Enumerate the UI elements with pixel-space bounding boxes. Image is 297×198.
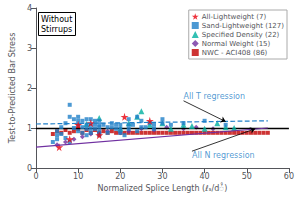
- svg-text:Normalized Splice Length (ℓₛ/d: Normalized Splice Length (ℓₛ/dႆ): [98, 182, 228, 193]
- svg-text:All T regression: All T regression: [184, 92, 246, 101]
- svg-text:20: 20: [115, 172, 125, 181]
- svg-text:Test-to-Predicted Bar Stress: Test-to-Predicted Bar Stress: [8, 33, 17, 145]
- svg-text:All-Lightweight (7): All-Lightweight (7): [202, 13, 267, 21]
- svg-text:NWC - ACI408 (86): NWC - ACI408 (86): [202, 49, 268, 57]
- svg-text:0: 0: [27, 164, 32, 173]
- svg-text:60: 60: [284, 172, 294, 181]
- svg-text:3: 3: [27, 44, 32, 53]
- svg-text:30: 30: [157, 172, 167, 181]
- svg-text:1: 1: [27, 124, 32, 133]
- svg-text:40: 40: [200, 172, 210, 181]
- svg-text:0: 0: [33, 172, 38, 181]
- svg-text:All N regression: All N regression: [192, 151, 255, 160]
- svg-text:4: 4: [27, 4, 32, 13]
- svg-text:Sand-Lightweight (127): Sand-Lightweight (127): [202, 22, 285, 30]
- svg-text:Specified Density (22): Specified Density (22): [202, 31, 280, 39]
- svg-text:Without: Without: [41, 15, 72, 24]
- svg-text:50: 50: [242, 172, 252, 181]
- svg-text:10: 10: [73, 172, 83, 181]
- svg-text:2: 2: [27, 84, 32, 93]
- svg-text:Normal Weight (15): Normal Weight (15): [202, 40, 271, 48]
- svg-text:Stirrups: Stirrups: [41, 25, 72, 34]
